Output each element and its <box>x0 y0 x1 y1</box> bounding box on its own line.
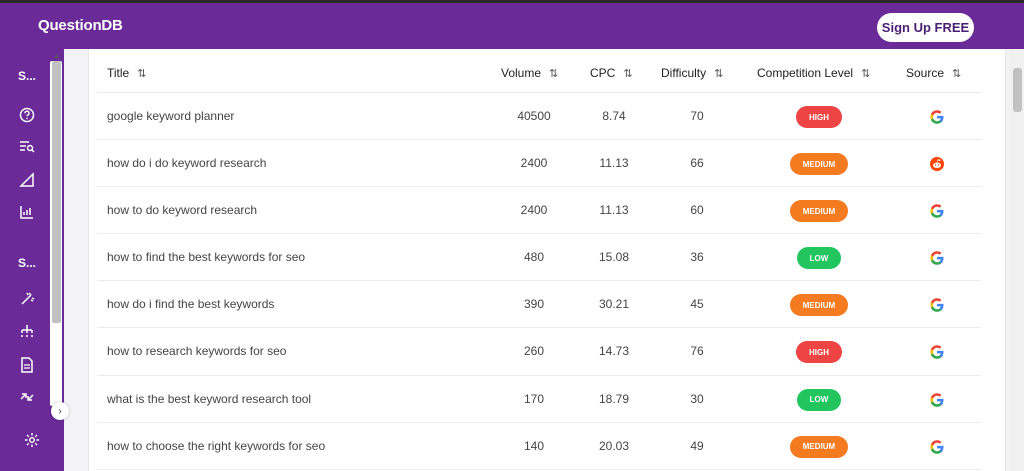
document-icon[interactable] <box>18 356 36 374</box>
keyword-volume: 2400 <box>520 156 548 171</box>
keyword-volume: 170 <box>523 391 545 406</box>
table-row[interactable]: how to do keyword research 2400 11.13 60 MED… <box>97 187 981 235</box>
sort-icon[interactable]: ⇅ <box>714 68 724 80</box>
keyword-volume: 140 <box>523 438 545 453</box>
keyword-cpc: 14.73 <box>598 344 630 359</box>
keyword-title[interactable]: what is the best keyword research tool <box>107 391 312 406</box>
transfer-icon[interactable] <box>18 388 36 406</box>
keyword-title[interactable]: how to research keywords for seo <box>107 344 287 359</box>
help-icon[interactable] <box>18 106 36 124</box>
keyword-title[interactable]: google keyword planner <box>107 109 235 123</box>
sidebar-section-label[interactable]: S... <box>18 69 37 83</box>
table-row[interactable]: how do i find the best keywords 390 30.21 4… <box>97 281 981 329</box>
window-top-strip <box>0 0 1024 3</box>
signup-button[interactable]: Sign Up FREE <box>877 13 974 42</box>
competition-badge: HIGH <box>796 106 842 128</box>
sort-icon[interactable]: ⇅ <box>549 68 559 80</box>
keyword-title[interactable]: how to choose the right keywords for seo <box>107 438 326 453</box>
keyword-difficulty: 36 <box>690 250 704 265</box>
table-row[interactable]: how to find the best keywords for seo 480… <box>97 234 981 282</box>
keyword-title[interactable]: how do i find the best keywords <box>107 297 275 312</box>
scroll-up-arrow-icon[interactable]: ▲ <box>53 53 60 60</box>
page-scroll-thumb[interactable] <box>1013 68 1022 112</box>
table-row[interactable]: how to research keywords for seo 260 14.73… <box>97 328 981 376</box>
app-header: QuestionDB Sign Up FREE <box>0 3 1024 49</box>
keyword-difficulty: 30 <box>690 391 704 406</box>
keyword-cpc: 8.74 <box>602 109 626 123</box>
keyword-volume: 40500 <box>517 109 551 123</box>
google-icon[interactable] <box>929 203 945 219</box>
sidebar-section-label[interactable]: S... <box>18 256 37 270</box>
competition-badge: LOW <box>797 388 841 411</box>
hierarchy-icon[interactable] <box>18 322 36 340</box>
google-icon[interactable] <box>929 439 945 455</box>
keyword-volume: 2400 <box>520 203 548 218</box>
keyword-difficulty: 60 <box>690 203 704 218</box>
column-header-cpc[interactable]: CPC ⇅ <box>590 66 633 80</box>
keyword-volume: 260 <box>523 344 545 359</box>
keyword-cpc: 11.13 <box>599 203 629 218</box>
keyword-difficulty: 49 <box>690 438 704 453</box>
collapse-sidebar-button[interactable]: › <box>51 402 69 420</box>
page-scroll-track[interactable] <box>1009 49 1024 471</box>
app-logo[interactable]: QuestionDB <box>38 17 123 34</box>
competition-badge: MEDIUM <box>790 435 848 458</box>
table-header: Title ⇅ Volume ⇅ CPC ⇅ Difficulty ⇅ Competit… <box>97 52 981 93</box>
sort-icon[interactable]: ⇅ <box>861 68 871 80</box>
table-row[interactable]: what is the best keyword research tool 17… <box>97 376 981 423</box>
column-header-title[interactable]: Title ⇅ <box>107 66 147 80</box>
triangle-ruler-icon[interactable] <box>18 171 36 189</box>
main-content <box>88 49 1006 471</box>
sort-icon[interactable]: ⇅ <box>623 68 633 80</box>
sort-icon[interactable]: ⇅ <box>952 68 962 80</box>
list-search-icon[interactable] <box>18 137 36 155</box>
keyword-difficulty: 76 <box>690 344 704 359</box>
table-row[interactable]: how to choose the right keywords for seo… <box>97 423 981 470</box>
competition-badge: HIGH <box>796 341 842 364</box>
column-header-difficulty[interactable]: Difficulty ⇅ <box>661 66 724 80</box>
keyword-title[interactable]: how to find the best keywords for seo <box>107 250 306 265</box>
google-icon[interactable] <box>929 297 945 313</box>
keyword-volume: 480 <box>523 250 545 265</box>
keyword-title[interactable]: how do i do keyword research <box>107 156 267 171</box>
competition-badge: MEDIUM <box>790 294 848 317</box>
keyword-cpc: 11.13 <box>599 156 629 171</box>
keyword-cpc: 20.03 <box>598 438 630 453</box>
google-icon[interactable] <box>929 392 945 408</box>
competition-badge: LOW <box>797 247 841 270</box>
keyword-volume: 390 <box>523 297 545 312</box>
keyword-table: Title ⇅ Volume ⇅ CPC ⇅ Difficulty ⇅ Competit… <box>97 52 981 470</box>
sort-icon[interactable]: ⇅ <box>137 68 147 80</box>
column-header-source[interactable]: Source ⇅ <box>906 66 962 80</box>
sparkle-icon[interactable] <box>18 290 36 308</box>
google-icon[interactable] <box>929 344 945 360</box>
google-icon[interactable] <box>929 109 945 125</box>
keyword-difficulty: 70 <box>690 109 704 123</box>
sidebar: S... S... ▲ › <box>0 49 69 471</box>
chart-icon[interactable] <box>18 203 36 221</box>
keyword-cpc: 15.08 <box>598 250 630 265</box>
table-body: google keyword planner 40500 8.74 70 HIGH how… <box>97 93 981 470</box>
reddit-icon[interactable] <box>929 156 945 172</box>
column-header-volume[interactable]: Volume ⇅ <box>501 66 559 80</box>
column-header-competition-level[interactable]: Competition Level ⇅ <box>757 66 871 80</box>
keyword-cpc: 30.21 <box>598 297 630 312</box>
gear-icon[interactable] <box>23 431 41 449</box>
keyword-title[interactable]: how to do keyword research <box>107 203 258 218</box>
keyword-difficulty: 45 <box>690 297 704 312</box>
sidebar-scroll-thumb[interactable] <box>52 61 61 323</box>
keyword-difficulty: 66 <box>690 156 704 171</box>
table-row[interactable]: how do i do keyword research 2400 11.13 66 M… <box>97 140 981 188</box>
table-row[interactable]: google keyword planner 40500 8.74 70 HIGH <box>97 93 981 141</box>
competition-badge: MEDIUM <box>790 200 848 223</box>
google-icon[interactable] <box>929 250 945 266</box>
keyword-cpc: 18.79 <box>598 391 630 406</box>
competition-badge: MEDIUM <box>790 153 848 176</box>
